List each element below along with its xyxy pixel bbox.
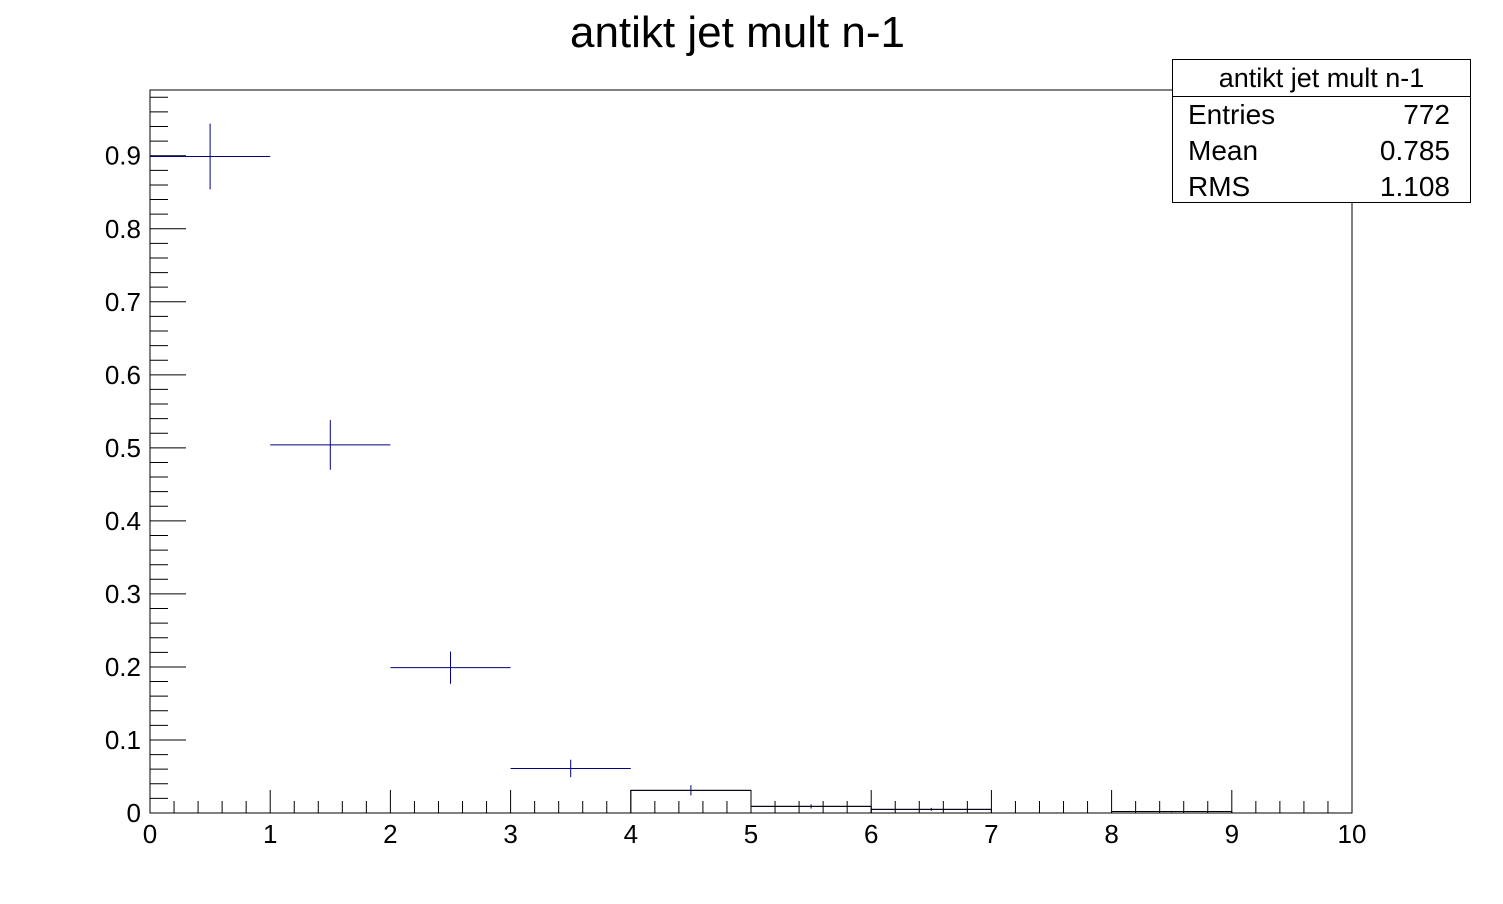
y-tick-label: 0.4 (105, 506, 141, 536)
stats-row-rms: RMS 1.108 (1173, 169, 1470, 205)
x-tick-label: 7 (984, 819, 998, 849)
data-point (270, 420, 391, 470)
y-tick-label: 0.5 (105, 433, 141, 463)
stats-box: antikt jet mult n-1 Entries 772 Mean 0.7… (1172, 59, 1471, 203)
y-tick-label: 0.2 (105, 652, 141, 682)
x-tick-label: 10 (1338, 819, 1367, 849)
y-tick-label: 0.8 (105, 214, 141, 244)
x-tick-label: 5 (744, 819, 758, 849)
stats-label: Mean (1188, 135, 1259, 166)
stats-title: antikt jet mult n-1 (1173, 60, 1470, 97)
stats-value: 1.108 (1379, 171, 1450, 202)
x-tick-label: 9 (1225, 819, 1239, 849)
y-axis: 0 0.1 0.2 0.3 0.4 0.5 0.6 0.7 0.8 0.9 (105, 96, 186, 828)
data-point (510, 759, 631, 778)
stats-row-entries: Entries 772 (1173, 97, 1470, 133)
y-tick-label: 0 (127, 798, 141, 828)
y-tick-label: 0.7 (105, 287, 141, 317)
stats-value: 772 (1403, 99, 1450, 130)
y-tick-label: 0.6 (105, 360, 141, 390)
bin-outline (630, 789, 752, 813)
y-tick-label: 0.9 (105, 141, 141, 171)
stats-value: 0.785 (1379, 135, 1450, 166)
data-points (150, 123, 1233, 813)
x-tick-label: 8 (1104, 819, 1118, 849)
bin-outline (1111, 811, 1233, 813)
y-tick-label: 0.3 (105, 579, 141, 609)
data-point (390, 651, 511, 684)
x-axis: 0 1 2 3 4 5 6 7 8 9 10 (143, 790, 1367, 849)
x-tick-label: 0 (143, 819, 157, 849)
stats-row-mean: Mean 0.785 (1173, 133, 1470, 169)
bin-outline (870, 808, 992, 813)
x-tick-label: 4 (624, 819, 638, 849)
stats-label: RMS (1188, 171, 1251, 202)
data-point (150, 123, 271, 190)
stats-label: Entries (1188, 99, 1276, 130)
x-tick-label: 2 (383, 819, 397, 849)
y-tick-label: 0.1 (105, 725, 141, 755)
chart-title: antikt jet mult n-1 (569, 8, 906, 57)
x-tick-label: 3 (503, 819, 517, 849)
x-tick-label: 1 (263, 819, 277, 849)
x-tick-label: 6 (864, 819, 878, 849)
